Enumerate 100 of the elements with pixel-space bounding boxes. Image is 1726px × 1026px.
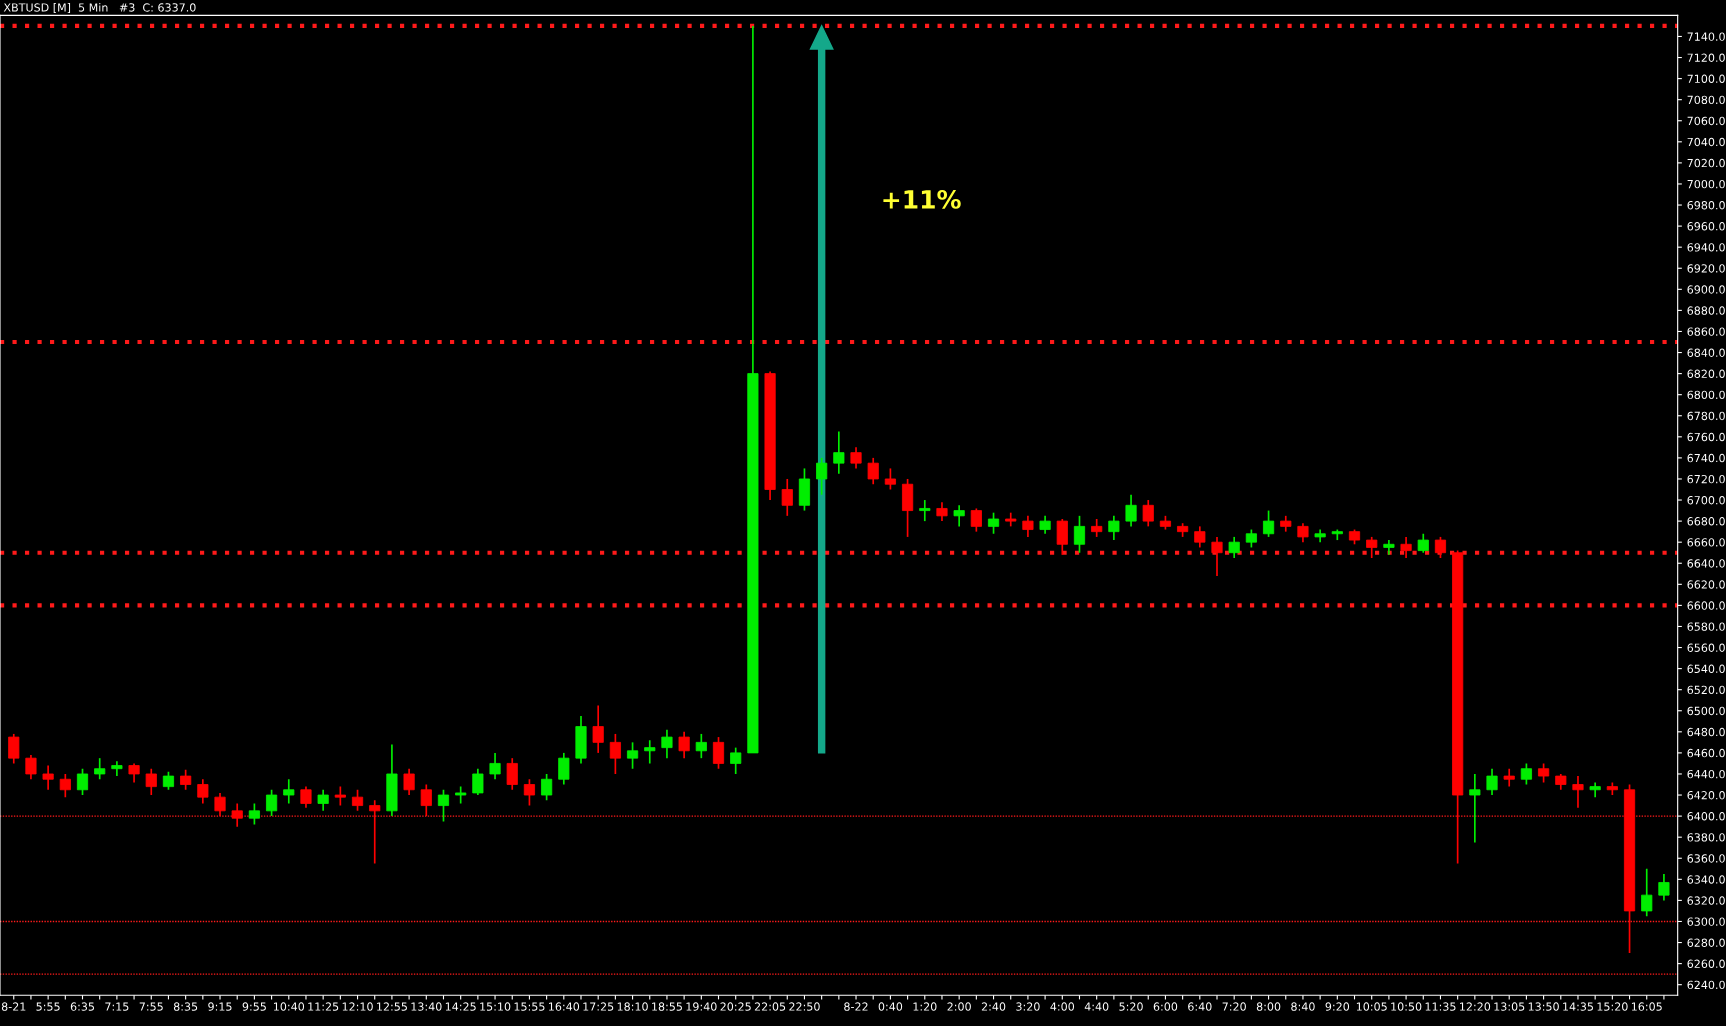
- x-tick-label: 2:40: [981, 1002, 1006, 1011]
- candlestick: [420, 783, 432, 817]
- x-tick-label: 10:40: [273, 1002, 305, 1011]
- y-tick-label: 7140.0: [1687, 32, 1725, 41]
- x-tick-label: 19:40: [686, 1002, 717, 1011]
- y-tick-label: 6280.0: [1687, 938, 1725, 947]
- candlestick: [1073, 515, 1086, 554]
- candlestick: [1297, 522, 1309, 544]
- candlestick: [970, 507, 982, 533]
- y-tick-label: 7120.0: [1687, 53, 1725, 62]
- x-tick-label: 8-21: [1, 1002, 26, 1011]
- candlestick: [369, 799, 381, 865]
- candlestick: [1520, 762, 1532, 786]
- candlestick: [1469, 773, 1481, 844]
- y-tick-label: 6460.0: [1687, 748, 1725, 758]
- x-tick-label: 2:00: [947, 1002, 971, 1011]
- chart-title: XBTUSD [M] 5 Min #3 C: 6337.0: [3, 3, 196, 13]
- candlestick: [472, 767, 484, 796]
- y-tick-label: 6820.0: [1687, 369, 1725, 378]
- y-tick-label: 6360.0: [1687, 854, 1725, 863]
- y-tick-label: 6380.0: [1687, 833, 1725, 842]
- candlestick: [1538, 762, 1550, 784]
- candlestick: [300, 785, 312, 809]
- y-tick-label: 6840.0: [1687, 348, 1725, 357]
- x-tick-label: 10:50: [1391, 1002, 1422, 1011]
- y-tick-label: 6340.0: [1687, 875, 1725, 884]
- candlestick: [1486, 767, 1498, 796]
- x-tick-label: 8:40: [1291, 1002, 1315, 1011]
- candlestick: [523, 778, 536, 807]
- candlestick: [197, 778, 209, 805]
- y-tick-label: 6880.0: [1687, 306, 1725, 315]
- y-tick-label: 7060.0: [1687, 116, 1725, 126]
- candlestick: [987, 511, 1000, 535]
- candlestick: [214, 792, 226, 817]
- x-tick-label: 18:55: [652, 1002, 682, 1011]
- candlestick: [1417, 532, 1429, 554]
- y-tick-label: 6940.0: [1687, 243, 1725, 252]
- y-tick-label: 7100.0: [1687, 74, 1725, 83]
- y-tick-label: 6560.0: [1687, 643, 1725, 652]
- candlestick: [541, 773, 553, 802]
- x-tick-label: 8:00: [1256, 1002, 1281, 1011]
- x-tick-label: 9:20: [1325, 1002, 1350, 1011]
- y-tick-label: 6440.0: [1687, 769, 1725, 779]
- candlestick: [1228, 536, 1240, 559]
- y-tick-label: 6500.0: [1687, 706, 1725, 716]
- candlestick: [231, 802, 243, 828]
- candlestick: [1142, 499, 1154, 528]
- candlestick: [283, 778, 295, 805]
- candlestick: [661, 728, 673, 759]
- x-tick-label: 13:40: [411, 1002, 442, 1011]
- candlestick: [76, 767, 89, 796]
- y-tick-label: 7080.0: [1687, 95, 1725, 105]
- candlestick: [1108, 515, 1120, 541]
- y-tick-label: 6960.0: [1687, 222, 1725, 231]
- y-tick-label: 6640.0: [1687, 559, 1725, 568]
- candlestick: [850, 446, 862, 470]
- x-tick-label: 9:15: [208, 1002, 232, 1011]
- x-tick-label: 12:20: [1460, 1002, 1491, 1011]
- x-tick-label: 14:25: [445, 1002, 476, 1011]
- candlestick: [59, 773, 71, 798]
- x-tick-label: 22:05: [754, 1002, 786, 1011]
- candlestick: [626, 741, 639, 770]
- y-tick-label: 6480.0: [1687, 727, 1725, 737]
- x-tick-label: 4:00: [1050, 1002, 1075, 1011]
- candlestick: [1434, 536, 1447, 559]
- y-tick-label: 6920.0: [1687, 264, 1725, 273]
- candlestick: [1211, 536, 1223, 577]
- candlestick: [558, 752, 570, 786]
- candlestick: [592, 704, 604, 754]
- candlestick: [42, 764, 54, 791]
- y-tick-label: 6900.0: [1687, 285, 1725, 294]
- y-tick-label: 6540.0: [1687, 664, 1725, 673]
- candlestick: [1658, 873, 1670, 902]
- x-tick-label: 15:20: [1597, 1002, 1628, 1011]
- x-tick-label: 15:55: [514, 1002, 545, 1011]
- x-tick-label: 8-22: [844, 1002, 868, 1011]
- x-tick-label: 7:55: [139, 1002, 163, 1011]
- candlestick: [884, 467, 896, 491]
- x-tick-label: 7:20: [1222, 1002, 1246, 1011]
- candlestick: [1194, 525, 1206, 549]
- x-tick-label: 12:10: [342, 1002, 373, 1011]
- candlestick: [867, 457, 879, 486]
- x-tick-label: 16:05: [1631, 1002, 1662, 1011]
- candlestick: [506, 757, 518, 791]
- candlestick: [25, 754, 37, 781]
- candlestick: [145, 767, 157, 796]
- x-tick-label: 11:35: [1425, 1002, 1456, 1011]
- y-tick-label: 6320.0: [1687, 896, 1725, 905]
- candlestick: [678, 730, 690, 759]
- candlestick: [489, 752, 501, 781]
- x-tick-label: 10:05: [1356, 1002, 1387, 1011]
- candlestick: [919, 499, 931, 522]
- x-tick-label: 20:25: [720, 1002, 751, 1011]
- y-tick-label: 6400.0: [1687, 812, 1725, 821]
- y-tick-label: 6620.0: [1687, 580, 1725, 589]
- y-tick-label: 6740.0: [1687, 453, 1725, 463]
- candlestick: [644, 739, 656, 765]
- y-tick-label: 6700.0: [1687, 496, 1725, 505]
- x-tick-label: 12:55: [377, 1002, 407, 1011]
- candlestick: [1022, 515, 1034, 538]
